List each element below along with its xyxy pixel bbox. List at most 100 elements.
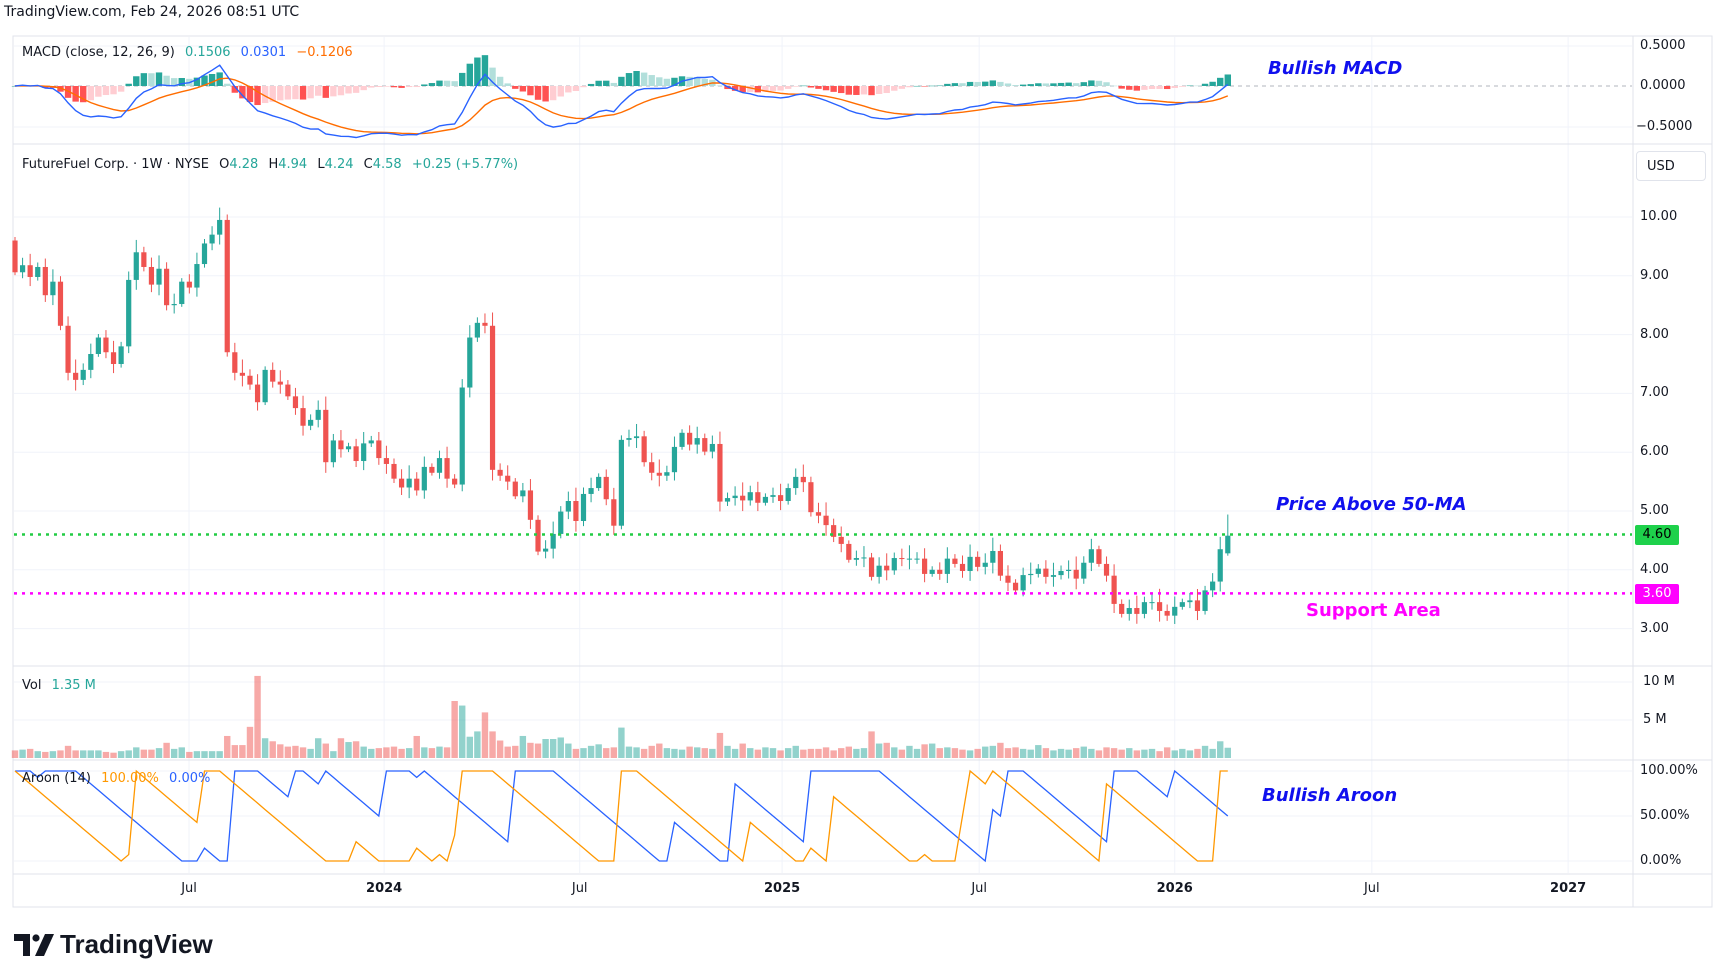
volume-bar <box>701 748 708 758</box>
volume-bar <box>398 748 405 758</box>
macd-histogram-bar <box>11 86 19 87</box>
volume-axis-label: 5 M <box>1643 712 1667 727</box>
aroon-title: Aroon (14) <box>22 771 91 786</box>
macd-histogram-bar <box>951 83 959 86</box>
volume-bar <box>815 748 822 758</box>
candle-body <box>277 381 283 385</box>
currency-button[interactable]: USD <box>1636 151 1706 181</box>
candle-body <box>414 478 420 491</box>
macd-histogram-bar <box>769 86 777 91</box>
volume-bar <box>1027 749 1034 758</box>
macd-histogram-bar <box>1057 82 1065 86</box>
macd-histogram-bar <box>125 83 132 86</box>
macd-histogram-bar <box>1004 83 1012 86</box>
candle-body <box>793 476 799 489</box>
macd-histogram-bar <box>815 86 822 89</box>
candle-body <box>148 266 155 285</box>
volume-bar <box>527 742 534 758</box>
macd-histogram-bar <box>739 86 746 93</box>
volume-bar <box>686 746 693 758</box>
volume-bar <box>102 751 110 758</box>
volume-bar <box>595 744 602 758</box>
volume-bar <box>1035 745 1042 758</box>
tradingview-logo[interactable]: TradingView <box>14 929 213 960</box>
volume-bar <box>239 745 246 758</box>
candle-body <box>201 243 208 265</box>
volume-legend[interactable]: Vol 1.35 M <box>22 678 102 693</box>
candle-body <box>141 252 147 267</box>
volume-bar <box>11 750 19 758</box>
volume-bar <box>784 748 792 758</box>
candle-body <box>914 558 920 560</box>
volume-bar <box>49 751 57 758</box>
candle-body <box>861 557 867 559</box>
macd-histogram-bar <box>792 86 799 87</box>
macd-histogram-bar <box>375 86 383 87</box>
low-value: 4.24 <box>324 157 354 172</box>
candle-body <box>254 384 261 403</box>
volume-bar <box>587 745 595 758</box>
candle-body <box>285 384 291 397</box>
macd-histogram-bar <box>110 86 117 95</box>
candle-body <box>732 495 738 499</box>
volume-bar <box>1209 748 1216 758</box>
candle-body <box>126 279 132 347</box>
close-label: C <box>363 157 373 172</box>
volume-title: Vol <box>22 678 42 693</box>
macd-histogram-bar <box>307 86 314 99</box>
time-axis-label: Jul <box>971 881 988 896</box>
time-axis-label: 2025 <box>764 881 801 896</box>
macd-histogram-bar <box>451 81 458 86</box>
volume-bar <box>648 745 655 758</box>
macd-histogram-bar <box>1019 84 1027 86</box>
volume-axis-label: 10 M <box>1643 674 1675 689</box>
macd-signal-line <box>14 77 1229 135</box>
candle-body <box>929 569 935 574</box>
macd-histogram-bar <box>913 85 921 87</box>
volume-bar <box>178 747 185 758</box>
price-axis-label: 7.00 <box>1640 385 1669 401</box>
candle-body <box>543 548 549 552</box>
volume-bar <box>974 748 981 758</box>
volume-bar <box>1073 748 1080 758</box>
price-legend[interactable]: FutureFuel Corp. · 1W · NYSE O4.28 H4.94… <box>22 157 524 172</box>
macd-legend[interactable]: MACD (close, 12, 26, 9) 0.1506 0.0301 −0… <box>22 45 359 60</box>
candle-body <box>1134 608 1140 614</box>
volume-bar <box>1179 748 1186 758</box>
candle-body <box>937 569 943 574</box>
candle-body <box>1141 602 1148 614</box>
candle-body <box>687 432 693 445</box>
volume-bar <box>307 748 314 758</box>
macd-title: MACD (close, 12, 26, 9) <box>22 45 175 60</box>
volume-bar <box>724 745 731 758</box>
macd-histogram-bar <box>208 73 216 86</box>
aroon-legend[interactable]: Aroon (14) 100.00% 0.00% <box>22 771 216 786</box>
macd-histogram-bar <box>565 86 572 93</box>
candle-body <box>482 322 488 326</box>
volume-bar <box>951 748 959 758</box>
volume-bar <box>459 705 466 758</box>
candle-body <box>270 369 276 382</box>
macd-histogram-bar <box>1141 86 1148 90</box>
aroon-down-line <box>15 769 1229 863</box>
macd-histogram-bar <box>405 86 413 88</box>
candle-body <box>603 476 609 500</box>
volume-bar <box>504 746 511 758</box>
macd-histogram-bar <box>777 86 784 91</box>
macd-histogram-bar <box>466 63 473 86</box>
volume-bar <box>26 748 34 758</box>
macd-histogram-bar <box>921 86 928 87</box>
volume-bar <box>170 748 178 758</box>
volume-bar <box>405 748 413 758</box>
volume-bar <box>224 735 231 758</box>
volume-bar <box>352 741 360 758</box>
macd-histogram-bar <box>891 86 898 91</box>
candle-body <box>755 492 761 503</box>
candle-body <box>156 268 162 285</box>
macd-histogram-bar <box>1118 86 1125 89</box>
macd-plot <box>11 55 1632 139</box>
macd-histogram-bar <box>481 55 489 86</box>
volume-bar <box>671 748 678 758</box>
volume-bar <box>800 749 807 758</box>
